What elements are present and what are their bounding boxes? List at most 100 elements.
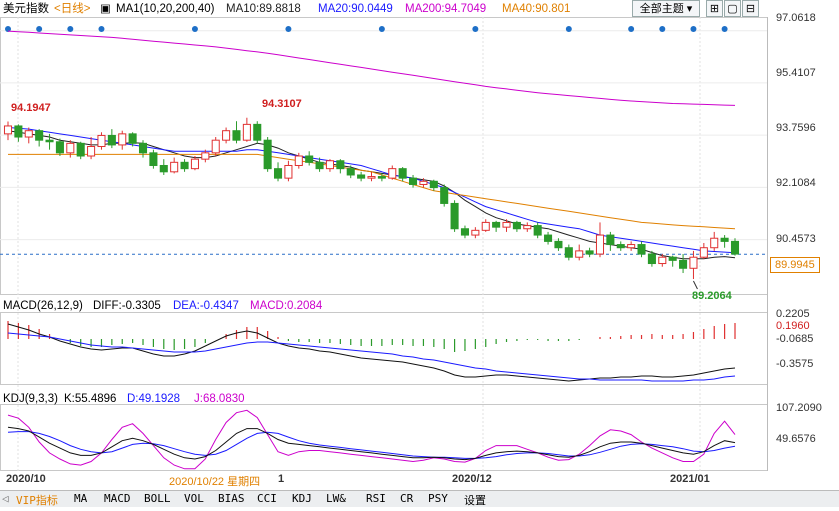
event-dot-marker	[378, 26, 385, 32]
candle-body	[564, 247, 573, 258]
tab-macd[interactable]: MACD	[104, 492, 131, 505]
candle-body	[55, 141, 64, 154]
x-crosshair-suffix: 1	[278, 473, 285, 485]
ma200-value: MA200:94.7049	[405, 3, 487, 15]
candle-body	[14, 125, 23, 138]
macd-tick-3: -0.3575	[776, 358, 814, 370]
tab-vip[interactable]: VIP指标	[16, 494, 58, 507]
candle-body	[138, 142, 148, 154]
candle-body	[294, 155, 303, 166]
candle-body	[263, 139, 272, 170]
ma40-value: MA40:90.801	[502, 3, 571, 15]
high-annotation-1: 94.1947	[11, 102, 51, 114]
candle-body	[170, 161, 179, 173]
candle-body	[190, 158, 199, 170]
candle-body	[315, 161, 324, 170]
high-annotation-2: 94.3107	[262, 98, 302, 110]
tab-lw[interactable]: LW&	[326, 492, 346, 505]
x-tick-jan: 2021/01	[670, 473, 710, 485]
price-tick-4: 92.1084	[776, 177, 816, 189]
candle-body	[325, 160, 334, 170]
candle-body	[429, 180, 438, 189]
x-crosshair-date: 2020/10/22 星期四	[169, 476, 261, 488]
candle-body	[616, 244, 625, 249]
candle-body	[242, 123, 251, 141]
candle-body	[336, 160, 345, 170]
candle-body	[3, 125, 13, 135]
macd-tick-1: 0.2205	[776, 308, 810, 320]
kdj-label: KDJ(9,3,3)	[3, 393, 58, 405]
tab-kdj[interactable]: KDJ	[292, 492, 312, 505]
symbol-name: 美元指数	[3, 3, 49, 15]
event-dot-marker	[472, 26, 479, 32]
tab-vol[interactable]: VOL	[184, 492, 204, 505]
event-dot-marker	[690, 26, 697, 32]
tab-bias[interactable]: BIAS	[218, 492, 245, 505]
event-dot-marker	[721, 26, 728, 32]
candle-body	[357, 174, 366, 179]
window-icon[interactable]: ▢	[724, 0, 741, 17]
candle-body	[481, 221, 490, 231]
candle-body	[284, 164, 293, 179]
layout-grid-icon[interactable]: ⊞	[706, 0, 723, 17]
candle-body	[710, 237, 719, 249]
candle-body	[180, 161, 189, 170]
indicator-tabs: ◁ VIP指标 MA MACD BOLL VOL BIAS CCI KDJ LW…	[0, 490, 839, 507]
candle-body	[388, 168, 397, 179]
tab-rsi[interactable]: RSI	[366, 492, 386, 505]
theme-select[interactable]: 全部主题 ▾	[632, 0, 700, 17]
tab-psy[interactable]: PSY	[428, 492, 448, 505]
current-price-box: 89.9945	[770, 257, 820, 273]
ma20-line	[7, 127, 736, 254]
candle-body	[606, 234, 615, 246]
candle-body	[35, 130, 44, 141]
macd-diff-value: DIFF:-0.3305	[93, 300, 161, 312]
ma200-line	[7, 30, 736, 106]
candle-body	[409, 177, 418, 185]
macd-dea-line	[7, 332, 736, 382]
x-tick-dec: 2020/12	[452, 473, 492, 485]
candle-body	[118, 133, 127, 146]
candle-body	[159, 164, 168, 173]
period-label[interactable]: <日线>	[54, 3, 91, 15]
tab-boll[interactable]: BOLL	[144, 492, 171, 505]
candle-body	[222, 130, 231, 141]
tab-cr[interactable]: CR	[400, 492, 414, 505]
candle-body	[377, 176, 386, 179]
candle-body	[699, 247, 708, 258]
tab-cci[interactable]: CCI	[257, 492, 277, 505]
kdj-tick-1: 107.2090	[776, 402, 822, 414]
ma40-line	[8, 153, 736, 230]
low-annotation: 89.2064	[692, 290, 732, 302]
kdj-k-value: K:55.4896	[64, 393, 117, 405]
macd-macd-value: MACD:0.2084	[250, 300, 323, 312]
macd-label: MACD(26,12,9)	[3, 300, 83, 312]
kdj-k-line	[7, 426, 736, 461]
tab-settings[interactable]: 设置	[464, 494, 486, 507]
candle-body	[575, 250, 584, 258]
candle-body	[149, 152, 158, 166]
event-dot-marker	[191, 26, 198, 32]
candle-body	[627, 244, 636, 249]
candle-body	[107, 134, 116, 146]
ma-toggle-icon[interactable]: ▣	[100, 3, 111, 15]
candle-body	[273, 168, 283, 179]
candle-body	[76, 142, 85, 157]
layout-split-icon[interactable]: ⊟	[742, 0, 759, 17]
event-dot-marker	[659, 26, 666, 32]
candle-body	[512, 221, 521, 230]
candle-body	[730, 240, 740, 255]
candle-body	[440, 187, 449, 204]
ma-settings-label: MA1(10,20,200,40)	[116, 3, 215, 15]
candle-body	[544, 234, 553, 242]
price-tick-1: 97.0618	[776, 12, 816, 24]
price-tick-3: 93.7596	[776, 122, 816, 134]
tab-ma[interactable]: MA	[74, 492, 88, 505]
kdj-j-value: J:68.0830	[194, 393, 245, 405]
candle-body	[87, 146, 96, 157]
tab-scroll-left-icon[interactable]: ◁	[2, 492, 9, 505]
chevron-down-icon: ▾	[686, 3, 693, 15]
kdj-tick-2: 49.6576	[776, 433, 816, 445]
